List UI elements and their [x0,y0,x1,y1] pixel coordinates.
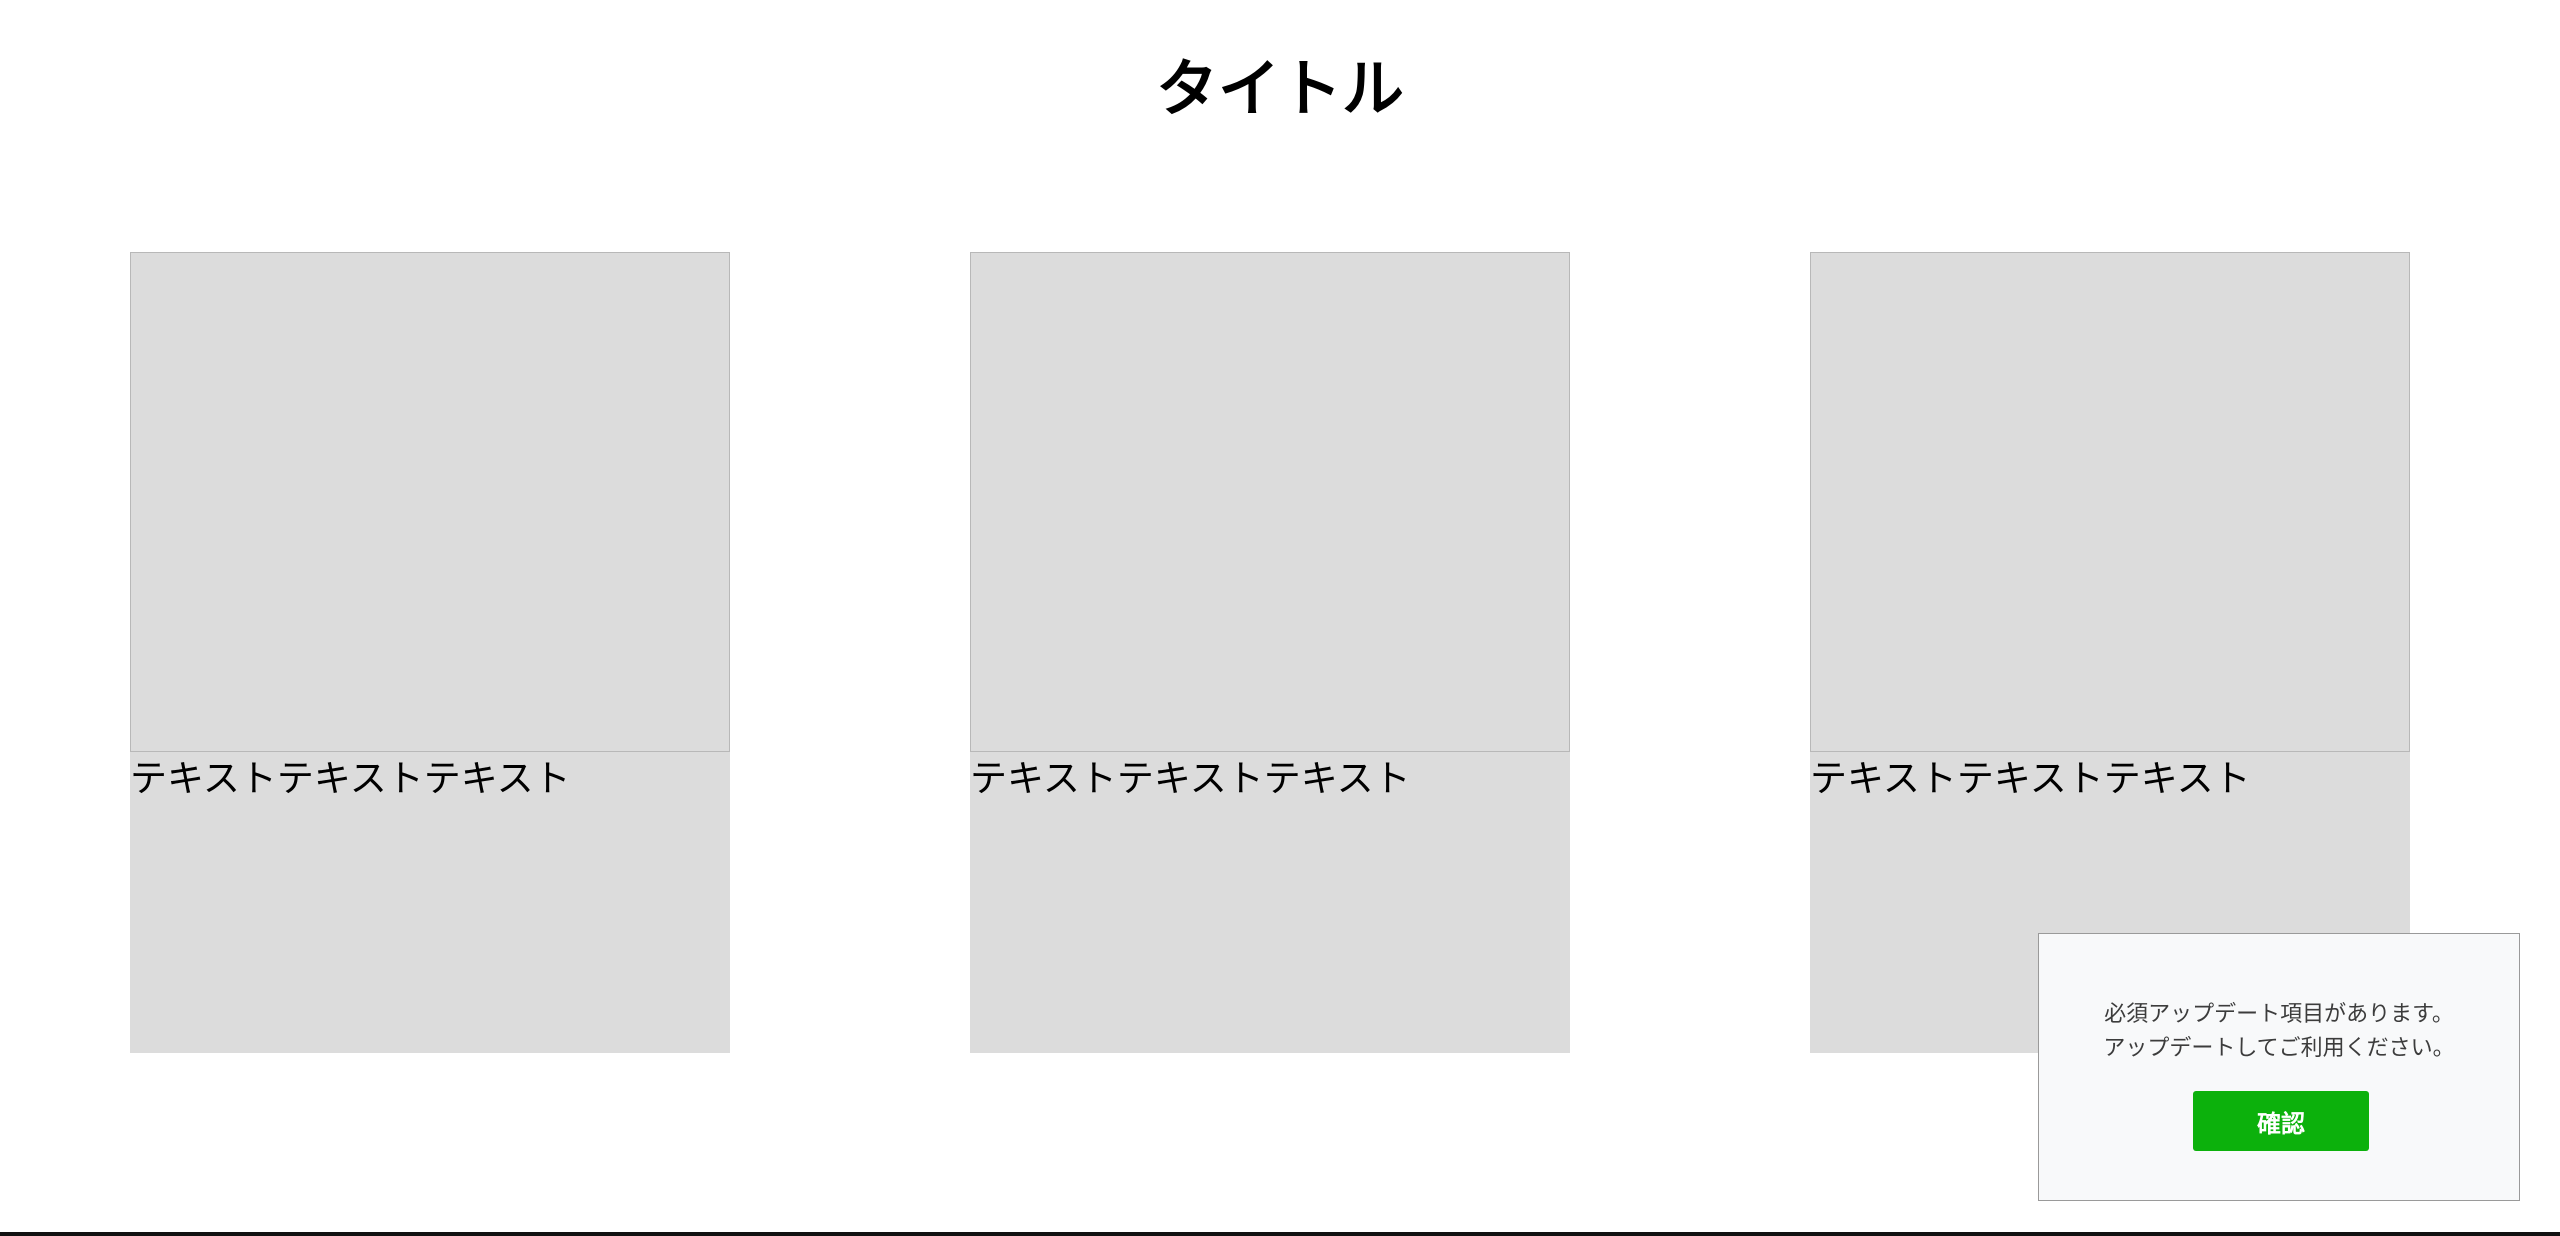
dialog-message-line-1: 必須アップデート項目があります。 [2104,1002,2454,1027]
dialog-message-line-2: アップデートしてご利用ください。 [2103,1036,2455,1061]
content-card[interactable]: テキストテキストテキスト [1810,252,2410,1053]
content-card[interactable]: テキストテキストテキスト [970,252,1570,1053]
page-title: タイトル [1155,52,1404,125]
content-card[interactable]: テキストテキストテキスト [130,252,730,1053]
card-caption: テキストテキストテキスト [1810,757,2251,800]
update-required-dialog: 必須アップデート項目があります。 アップデートしてご利用ください。 確認 [2038,933,2520,1201]
dialog-message: 必須アップデート項目があります。 アップデートしてご利用ください。 [2039,998,2519,1066]
card-image-placeholder[interactable] [1810,252,2410,752]
card-caption: テキストテキストテキスト [970,757,1411,800]
card-image-placeholder[interactable] [970,252,1570,752]
card-caption: テキストテキストテキスト [130,757,571,800]
card-image-placeholder[interactable] [130,252,730,752]
confirm-button[interactable]: 確認 [2193,1091,2369,1151]
bottom-border [0,1232,2560,1236]
